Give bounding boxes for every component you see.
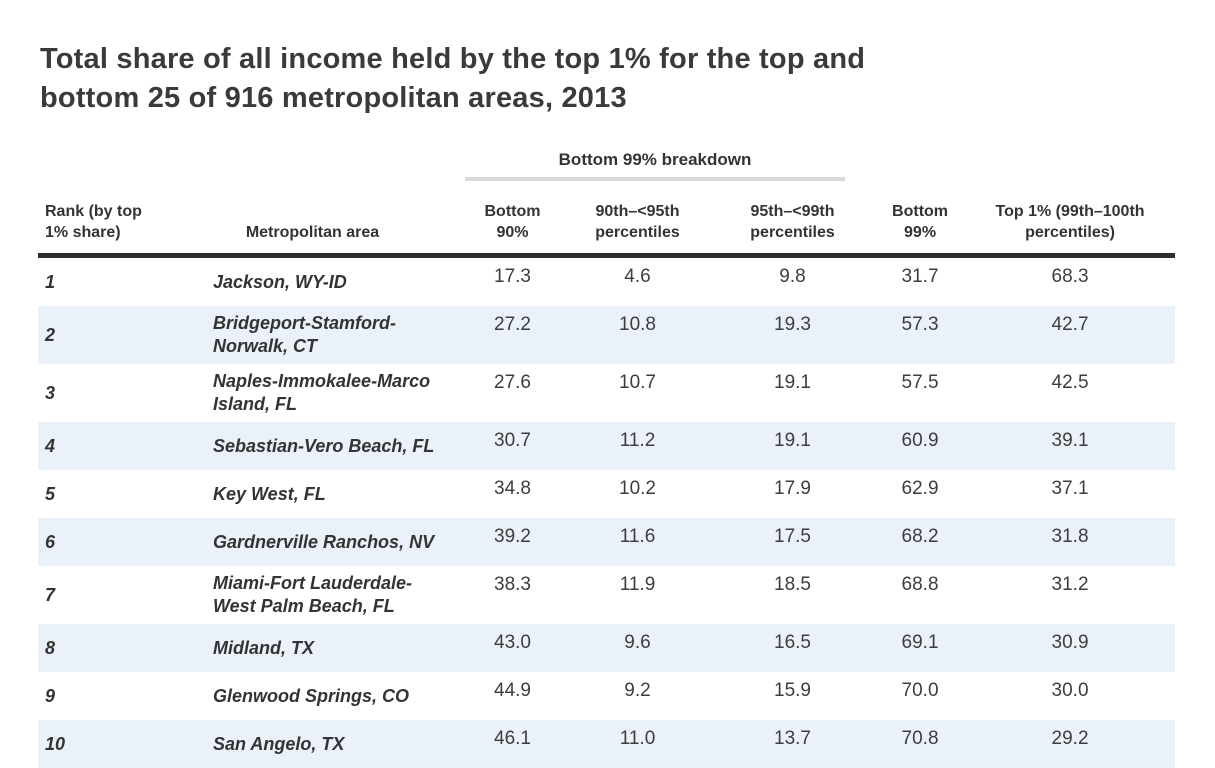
rank-cell: 6 [38, 518, 165, 566]
metro-area-cell: Bridgeport-Stamford-Norwalk, CT [165, 306, 460, 364]
value-cell: 9.8 [710, 256, 875, 307]
metro-area-cell: Gardnerville Ranchos, NV [165, 518, 460, 566]
metro-area-cell: Naples-Immokalee-Marco Island, FL [165, 364, 460, 422]
income-share-table: Bottom 99% breakdown Rank (by top 1% sha… [38, 150, 1175, 768]
value-cell: 57.3 [875, 306, 965, 364]
value-cell: 30.9 [965, 624, 1175, 672]
value-cell: 27.6 [460, 364, 565, 422]
value-cell: 15.9 [710, 672, 875, 720]
metro-area-cell: Jackson, WY-ID [165, 256, 460, 307]
value-cell: 19.3 [710, 306, 875, 364]
column-header-bottom-90: Bottom 90% [460, 187, 565, 256]
column-header-metro-area: Metropolitan area [165, 187, 460, 256]
value-cell: 17.9 [710, 470, 875, 518]
value-cell: 62.9 [875, 470, 965, 518]
value-cell: 19.1 [710, 422, 875, 470]
group-header-spacer-right [875, 150, 1175, 187]
rank-cell: 8 [38, 624, 165, 672]
value-cell: 39.2 [460, 518, 565, 566]
value-cell: 31.7 [875, 256, 965, 307]
rank-cell: 2 [38, 306, 165, 364]
value-cell: 11.2 [565, 422, 710, 470]
value-cell: 16.5 [710, 624, 875, 672]
rank-cell: 3 [38, 364, 165, 422]
page-title-line-1: Total share of all income held by the to… [40, 40, 1130, 79]
value-cell: 34.8 [460, 470, 565, 518]
column-header-rank: Rank (by top 1% share) [38, 187, 165, 256]
column-header-95-99-percentiles: 95th–<99th percentiles [710, 187, 875, 256]
value-cell: 42.5 [965, 364, 1175, 422]
value-cell: 68.8 [875, 566, 965, 624]
group-header-spacer-left [38, 150, 460, 187]
income-table-container: Bottom 99% breakdown Rank (by top 1% sha… [38, 150, 1175, 768]
metro-area-cell: San Angelo, TX [165, 720, 460, 768]
value-cell: 9.2 [565, 672, 710, 720]
group-header-row: Bottom 99% breakdown [38, 150, 1175, 187]
group-header-cell: Bottom 99% breakdown [460, 150, 875, 187]
value-cell: 68.3 [965, 256, 1175, 307]
metro-area-cell: Glenwood Springs, CO [165, 672, 460, 720]
rank-cell: 10 [38, 720, 165, 768]
value-cell: 70.0 [875, 672, 965, 720]
value-cell: 38.3 [460, 566, 565, 624]
rank-cell: 1 [38, 256, 165, 307]
metro-area-cell: Key West, FL [165, 470, 460, 518]
value-cell: 31.2 [965, 566, 1175, 624]
column-header-top-1: Top 1% (99th–100th percentiles) [965, 187, 1175, 256]
column-header-bottom-99: Bottom 99% [875, 187, 965, 256]
value-cell: 60.9 [875, 422, 965, 470]
value-cell: 17.5 [710, 518, 875, 566]
value-cell: 18.5 [710, 566, 875, 624]
rank-cell: 7 [38, 566, 165, 624]
value-cell: 30.7 [460, 422, 565, 470]
value-cell: 57.5 [875, 364, 965, 422]
value-cell: 4.6 [565, 256, 710, 307]
metro-area-cell: Miami-Fort Lauderdale-West Palm Beach, F… [165, 566, 460, 624]
value-cell: 70.8 [875, 720, 965, 768]
value-cell: 68.2 [875, 518, 965, 566]
value-cell: 43.0 [460, 624, 565, 672]
group-header-label: Bottom 99% breakdown [465, 150, 845, 181]
value-cell: 37.1 [965, 470, 1175, 518]
page-title: Total share of all income held by the to… [40, 40, 1130, 118]
value-cell: 69.1 [875, 624, 965, 672]
value-cell: 42.7 [965, 306, 1175, 364]
rank-cell: 5 [38, 470, 165, 518]
value-cell: 46.1 [460, 720, 565, 768]
metro-area-cell: Sebastian-Vero Beach, FL [165, 422, 460, 470]
value-cell: 10.2 [565, 470, 710, 518]
value-cell: 10.8 [565, 306, 710, 364]
value-cell: 30.0 [965, 672, 1175, 720]
rank-cell: 4 [38, 422, 165, 470]
metro-area-cell: Midland, TX [165, 624, 460, 672]
value-cell: 44.9 [460, 672, 565, 720]
column-header-row: Rank (by top 1% share) Metropolitan area… [38, 187, 1175, 256]
value-cell: 29.2 [965, 720, 1175, 768]
rank-cell: 9 [38, 672, 165, 720]
value-cell: 9.6 [565, 624, 710, 672]
value-cell: 31.8 [965, 518, 1175, 566]
value-cell: 11.9 [565, 566, 710, 624]
page-title-line-2: bottom 25 of 916 metropolitan areas, 201… [40, 79, 1130, 118]
value-cell: 39.1 [965, 422, 1175, 470]
value-cell: 10.7 [565, 364, 710, 422]
value-cell: 19.1 [710, 364, 875, 422]
value-cell: 27.2 [460, 306, 565, 364]
value-cell: 13.7 [710, 720, 875, 768]
column-header-90-95-percentiles: 90th–<95th percentiles [565, 187, 710, 256]
value-cell: 11.0 [565, 720, 710, 768]
value-cell: 17.3 [460, 256, 565, 307]
value-cell: 11.6 [565, 518, 710, 566]
